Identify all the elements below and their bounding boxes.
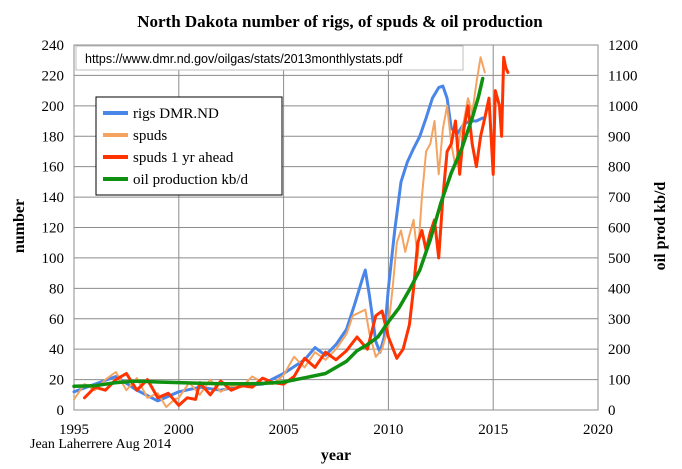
legend-label: spuds 1 yr ahead: [133, 150, 234, 166]
x-tick-label: 2005: [269, 422, 299, 438]
y-tick-right-label: 100: [608, 373, 631, 389]
y-tick-right-label: 500: [608, 251, 631, 267]
x-tick-label: 2015: [478, 422, 508, 438]
y-tick-right-label: 900: [608, 129, 631, 145]
plot-frame: [73, 44, 599, 411]
y-axis-title-right: oil prod kb/d: [652, 182, 669, 271]
y-tick-left-label: 220: [42, 68, 65, 84]
legend-label: spuds: [133, 128, 167, 144]
y-tick-right-label: 600: [608, 221, 631, 237]
y-tick-left-label: 140: [42, 190, 65, 206]
y-tick-left-label: 80: [49, 281, 64, 297]
y-tick-right-label: 1200: [608, 38, 638, 54]
chart-title: North Dakota number of rigs, of spuds & …: [137, 12, 543, 31]
series-line-1: [72, 84, 485, 403]
y-tick-right-label: 300: [608, 312, 631, 328]
y-tick-left-label: 240: [42, 38, 65, 54]
y-ticks-right: 0 100 200 300 400 500 600 700 800 900 1000 1100 1200: [608, 38, 638, 419]
x-tick-label: 2020: [583, 422, 613, 438]
y-tick-left-label: 180: [42, 129, 65, 145]
author-credit: Jean Laherrere Aug 2014: [30, 437, 171, 452]
source-url-box: https://www.dmr.nd.gov/oilgas/stats/2013…: [75, 45, 464, 71]
y-tick-right-label: 0: [608, 403, 616, 419]
y-tick-right-label: 400: [608, 281, 631, 297]
y-tick-left-label: 100: [42, 251, 65, 267]
y-tick-left-label: 200: [42, 99, 65, 115]
x-tick-label: 2010: [373, 422, 403, 438]
x-tick-label: 1995: [59, 422, 89, 438]
series-line-3: [83, 55, 510, 407]
x-tick-label: 2000: [164, 422, 194, 438]
legend-label: oil production kb/d: [133, 172, 248, 188]
y-tick-left-label: 0: [57, 403, 65, 419]
y-tick-right-label: 1000: [608, 99, 638, 115]
y-tick-right-label: 800: [608, 160, 631, 176]
y-tick-right-label: 200: [608, 342, 631, 358]
legend: rigs DMR.ND spuds spuds 1 yr ahead oil prod…: [95, 96, 283, 196]
y-tick-right-label: 1100: [608, 68, 637, 84]
y-tick-left-label: 160: [42, 160, 65, 176]
y-ticks-left: 0 20 40 60 80 100 120 140 160 180 200 220 240: [42, 38, 65, 419]
series-line-4: [72, 76, 485, 389]
series-layer: [72, 55, 510, 408]
legend-label: rigs DMR.ND: [133, 106, 219, 122]
x-ticks: 1995 2000 2005 2010 2015 2020: [59, 422, 613, 438]
y-axis-title-left: number: [11, 199, 28, 253]
y-tick-right-label: 700: [608, 190, 631, 206]
x-axis-title: year: [321, 447, 351, 464]
y-tick-left-label: 120: [42, 221, 65, 237]
y-tick-left-label: 20: [49, 373, 64, 389]
source-url: https://www.dmr.nd.gov/oilgas/stats/2013…: [85, 52, 403, 66]
y-tick-left-label: 60: [49, 312, 64, 328]
y-tick-left-label: 40: [49, 342, 64, 358]
series-line-2: [73, 56, 486, 408]
